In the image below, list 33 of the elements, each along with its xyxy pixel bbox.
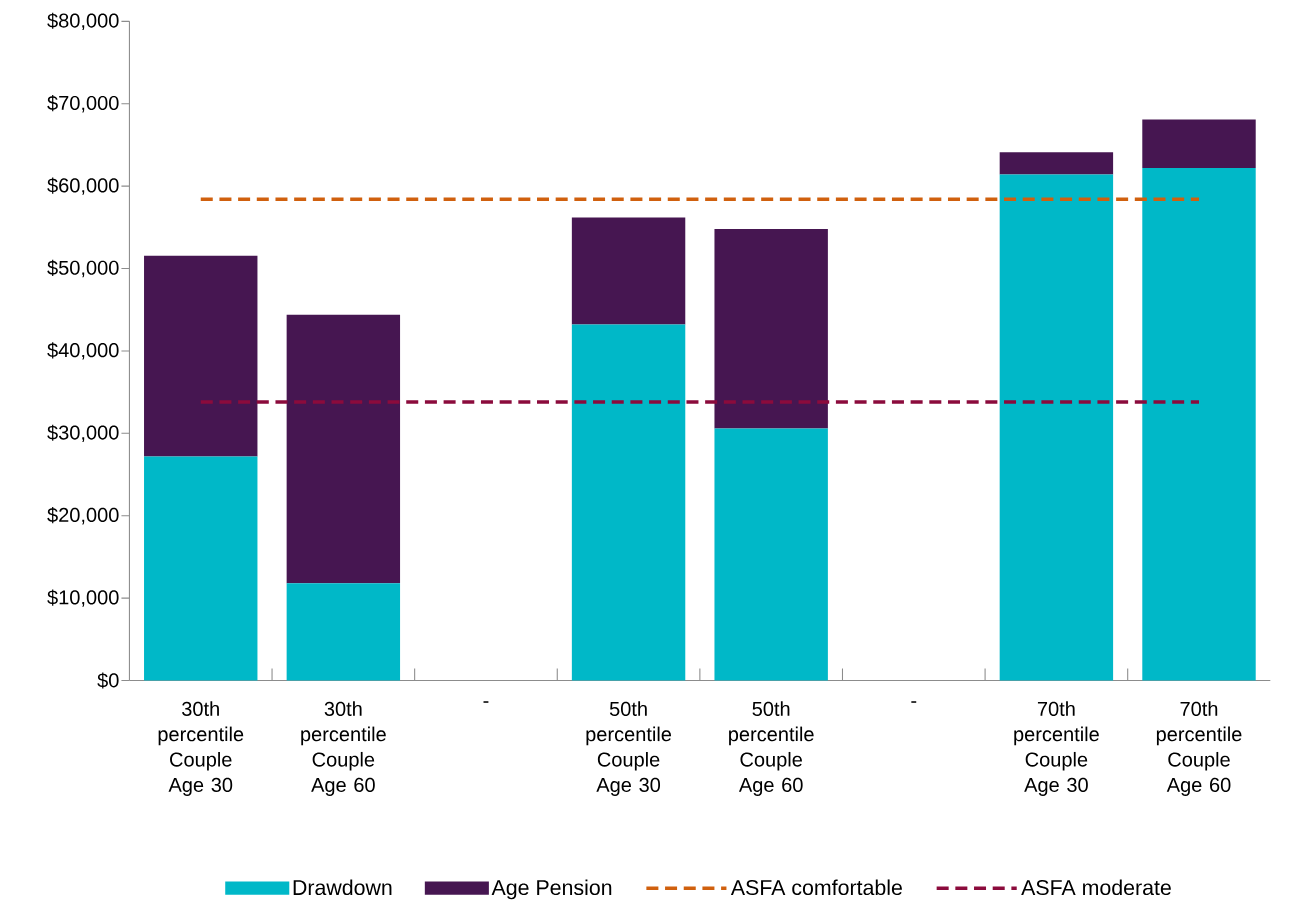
bar bbox=[571, 217, 686, 325]
x-tick-label: 50th percentile Couple Age 30 bbox=[586, 701, 672, 796]
bar bbox=[999, 152, 1114, 175]
y-tick-label: $0 bbox=[97, 672, 119, 689]
y-tick-label: $30,000 bbox=[47, 424, 119, 443]
bar bbox=[714, 428, 828, 681]
bar bbox=[1142, 119, 1256, 169]
y-tick-label: $60,000 bbox=[47, 177, 119, 195]
x-tick-label: 70th percentile Couple Age 60 bbox=[1156, 701, 1242, 796]
bar bbox=[286, 583, 401, 681]
bar bbox=[999, 174, 1114, 681]
legend-label: ASFA comfortable bbox=[730, 879, 902, 896]
y-tick-label: $10,000 bbox=[47, 589, 119, 607]
bar bbox=[144, 255, 258, 457]
x-tick-label: 30th percentile Couple Age 60 bbox=[301, 701, 386, 796]
y-tick-label: $40,000 bbox=[47, 342, 119, 360]
bar bbox=[571, 324, 686, 681]
x-tick-label: 50th percentile Couple Age 60 bbox=[729, 701, 814, 796]
bar bbox=[286, 314, 401, 584]
x-tick-label: - bbox=[483, 701, 489, 703]
bar bbox=[714, 228, 828, 429]
x-tick-label: 30th percentile Couple Age 30 bbox=[158, 701, 244, 796]
bar bbox=[1142, 168, 1256, 681]
x-tick-label: - bbox=[911, 701, 917, 703]
legend-label: ASFA moderate bbox=[1021, 879, 1171, 896]
bar bbox=[144, 456, 258, 681]
x-tick-label: 70th percentile Couple Age 30 bbox=[1014, 701, 1099, 796]
y-tick-label: $70,000 bbox=[47, 95, 119, 113]
legend-label: Age Pension bbox=[491, 879, 612, 900]
y-tick-label: $80,000 bbox=[47, 12, 119, 31]
legend-label: Drawdown bbox=[293, 879, 392, 896]
y-tick-label: $50,000 bbox=[47, 259, 119, 278]
y-tick-label: $20,000 bbox=[47, 507, 119, 525]
